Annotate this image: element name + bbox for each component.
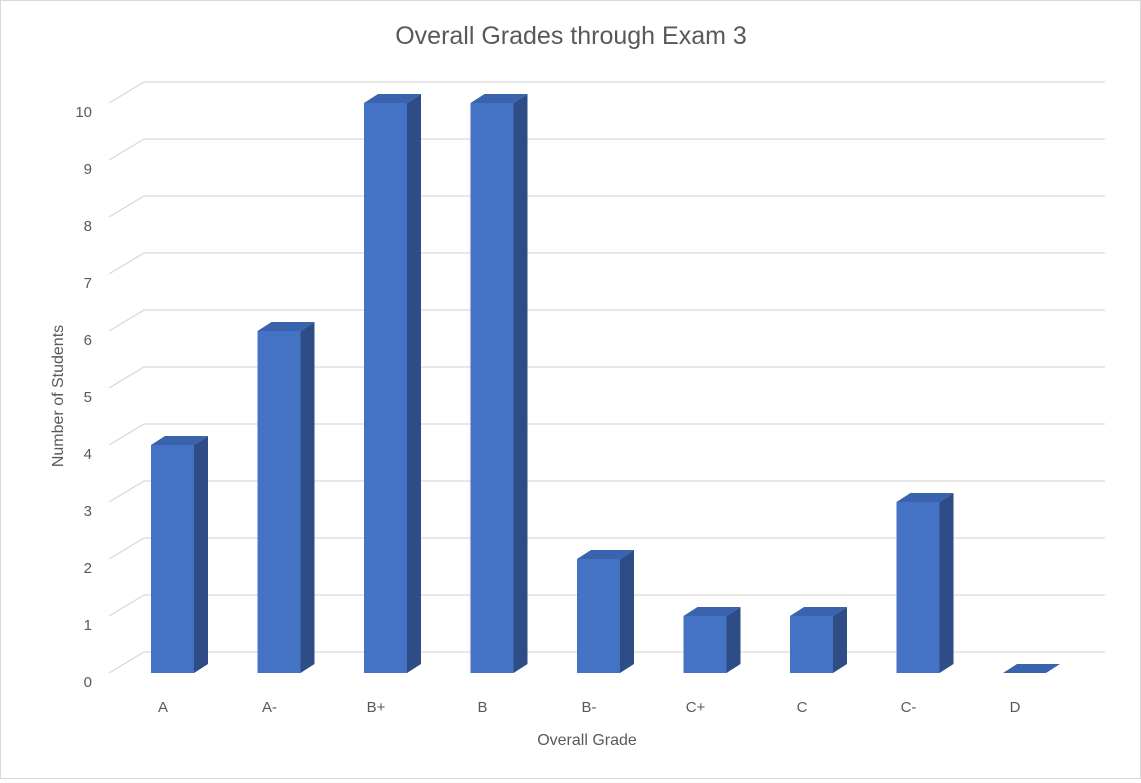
bar <box>257 322 315 673</box>
bar <box>151 436 208 673</box>
y-tick-label: 5 <box>84 389 92 406</box>
x-tick-label: B <box>477 699 487 716</box>
gridlines <box>108 81 1105 674</box>
gridline <box>108 480 1105 503</box>
x-tick-label: A- <box>262 699 277 716</box>
y-axis-tick-labels: 0 1 2 3 4 5 6 7 8 9 10 <box>75 104 92 691</box>
y-tick-label: 9 <box>84 161 92 178</box>
y-tick-label: 8 <box>84 218 92 235</box>
gridline <box>108 252 1105 275</box>
bar-side <box>939 493 954 673</box>
x-tick-label: C+ <box>686 699 706 716</box>
bar-side <box>620 550 634 673</box>
y-axis-label: Number of Students <box>50 325 67 467</box>
bar <box>896 493 954 673</box>
bar-top <box>790 607 847 616</box>
gridline <box>108 81 1105 104</box>
x-axis-tick-labels: A A- B+ B B- C+ C C- D <box>158 699 1021 716</box>
gridline <box>108 366 1105 389</box>
bar-top <box>470 94 528 103</box>
x-tick-label: D <box>1010 699 1021 716</box>
y-tick-label: 10 <box>75 104 92 121</box>
bar-side <box>513 94 528 673</box>
bar-front <box>470 103 514 673</box>
y-tick-label: 3 <box>84 503 92 520</box>
bar-front <box>151 445 194 673</box>
gridline <box>108 423 1105 446</box>
y-tick-label: 4 <box>84 446 92 463</box>
bar-top <box>257 322 315 331</box>
x-axis-label: Overall Grade <box>537 732 637 749</box>
bar-front <box>683 616 727 673</box>
x-tick-label: A <box>158 699 168 716</box>
bar <box>470 94 528 673</box>
bar <box>1003 664 1060 673</box>
x-tick-label: B+ <box>367 699 386 716</box>
y-tick-label: 1 <box>84 617 92 634</box>
gridline <box>108 651 1105 674</box>
bar-side <box>194 436 208 673</box>
y-tick-label: 2 <box>84 560 92 577</box>
gridline <box>108 309 1105 332</box>
bar-top <box>151 436 208 445</box>
bar-front <box>577 559 620 673</box>
bar-top <box>364 94 421 103</box>
bar <box>364 94 421 673</box>
gridline <box>108 537 1105 560</box>
bar-front <box>364 103 407 673</box>
bar-side <box>300 322 315 673</box>
bar-front <box>896 502 940 673</box>
y-tick-label: 0 <box>84 674 92 691</box>
gridline <box>108 138 1105 161</box>
bar-top <box>577 550 634 559</box>
bar-top <box>896 493 954 502</box>
chart-title: Overall Grades through Exam 3 <box>395 22 747 50</box>
x-tick-label: B- <box>582 699 597 716</box>
bar-side <box>407 94 421 673</box>
bars <box>151 94 1060 673</box>
x-tick-label: C- <box>901 699 917 716</box>
bar-top <box>683 607 741 616</box>
y-tick-label: 7 <box>84 275 92 292</box>
bar <box>577 550 634 673</box>
bar <box>683 607 741 673</box>
bar-side <box>726 607 741 673</box>
bar-side <box>833 607 847 673</box>
bar <box>790 607 847 673</box>
gridline <box>108 594 1105 617</box>
bar-front <box>257 331 301 673</box>
x-tick-label: C <box>797 699 808 716</box>
gridline <box>108 195 1105 218</box>
bar-top <box>1003 664 1060 673</box>
bar-front <box>790 616 833 673</box>
y-tick-label: 6 <box>84 332 92 349</box>
